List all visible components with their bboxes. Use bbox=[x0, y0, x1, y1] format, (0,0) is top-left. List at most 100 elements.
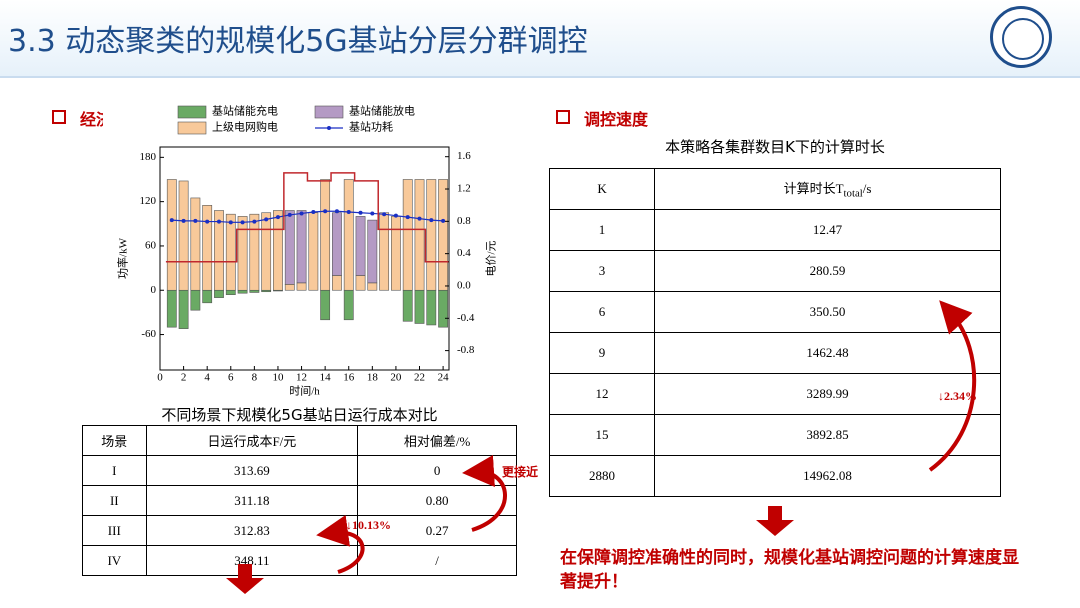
table-cell: 2880 bbox=[548, 455, 656, 497]
bar bbox=[355, 216, 366, 276]
table-row: 12 3289.99 bbox=[548, 373, 1001, 415]
table-cell: 313.69 bbox=[145, 455, 359, 486]
line-marker bbox=[240, 220, 245, 225]
line-marker bbox=[405, 215, 410, 220]
bar bbox=[402, 289, 413, 322]
bar bbox=[367, 282, 378, 291]
table-cell: / bbox=[357, 545, 517, 576]
table-cell: IV bbox=[82, 545, 147, 576]
x-tick-label: 0 bbox=[157, 372, 163, 384]
table-row: 1 12.47 bbox=[548, 209, 1001, 251]
line-marker bbox=[287, 212, 292, 217]
x-tick-label: 10 bbox=[272, 372, 284, 384]
line-marker bbox=[334, 209, 339, 214]
legend-marker bbox=[327, 126, 331, 130]
table-cell: 350.50 bbox=[654, 291, 1001, 333]
line-marker bbox=[216, 219, 221, 224]
table-row: K 计算时长Ttotal/s bbox=[548, 168, 1001, 210]
y-tick-label: 60 bbox=[145, 239, 157, 251]
table-cell: 3 bbox=[548, 250, 656, 292]
bar bbox=[343, 289, 354, 321]
x-tick-label: 4 bbox=[204, 372, 210, 384]
y2-tick-label: -0.8 bbox=[457, 344, 475, 356]
line-marker bbox=[417, 216, 422, 221]
bar bbox=[402, 179, 413, 291]
y-tick-label: 0 bbox=[151, 284, 157, 296]
table-row: IV 348.11/ bbox=[82, 545, 517, 576]
table-cell: 348.11 bbox=[145, 545, 359, 576]
table-cell: I bbox=[82, 455, 147, 486]
legend-label: 上级电网购电 bbox=[212, 120, 278, 134]
y-tick-label: 180 bbox=[140, 151, 157, 163]
table-cell: 0.27 bbox=[357, 515, 517, 546]
bar bbox=[190, 289, 201, 311]
table-cell: 15 bbox=[548, 414, 656, 456]
line-marker bbox=[193, 218, 198, 223]
logo bbox=[990, 6, 1052, 68]
y2-tick-label: -0.4 bbox=[457, 312, 475, 324]
bar bbox=[284, 284, 295, 291]
bar bbox=[379, 212, 390, 291]
table-cell: 日运行成本F/元 bbox=[145, 425, 359, 456]
y2-tick-label: 1.6 bbox=[457, 150, 471, 162]
legend-swatch bbox=[177, 121, 207, 135]
bar bbox=[438, 179, 449, 291]
y2-tick-label: 0.0 bbox=[457, 280, 471, 292]
cost-table: 场景 日运行成本F/元 相对偏差/% I 313.69 0 II 311.18 0.80 III 3… bbox=[82, 425, 517, 576]
bar bbox=[296, 282, 307, 291]
table-caption: 不同场景下规模化5G基站日运行成本对比 bbox=[161, 406, 438, 424]
plot-frame bbox=[159, 146, 450, 371]
bar bbox=[414, 289, 425, 324]
bar bbox=[225, 289, 236, 295]
table-cell: 12 bbox=[548, 373, 656, 415]
cell-text: total bbox=[843, 187, 863, 200]
annotation: 更接近 bbox=[502, 465, 539, 479]
bar bbox=[332, 275, 342, 291]
bar bbox=[355, 275, 366, 291]
annotation: ↓10.13% bbox=[346, 518, 391, 532]
table-row: 3 280.59 bbox=[548, 250, 1001, 292]
table-row: 场景 日运行成本F/元 相对偏差/% bbox=[82, 425, 517, 456]
bar bbox=[367, 219, 378, 284]
bar bbox=[178, 289, 189, 329]
x-tick-label: 6 bbox=[228, 372, 234, 384]
x-axis-label: 时间/h bbox=[289, 385, 320, 398]
table-row: 9 1462.48 bbox=[548, 332, 1001, 374]
x-tick-label: 8 bbox=[252, 372, 258, 384]
table-cell: 计算时长Ttotal/s bbox=[654, 168, 1001, 210]
line-marker bbox=[429, 218, 434, 223]
table-cell: 14962.08 bbox=[654, 455, 1001, 497]
x-tick-label: 12 bbox=[296, 372, 307, 384]
bar bbox=[237, 289, 248, 294]
table-cell: 312.83 bbox=[145, 515, 359, 546]
legend-label: 基站储能放电 bbox=[349, 104, 415, 118]
x-tick-label: 22 bbox=[414, 372, 425, 384]
table-row: 2880 14962.08 bbox=[548, 455, 1001, 497]
section-text: 调控速度 bbox=[584, 110, 649, 129]
bar bbox=[225, 213, 236, 291]
y-tick-label: -60 bbox=[141, 328, 156, 340]
x-tick-label: 2 bbox=[181, 372, 187, 384]
line-marker bbox=[205, 219, 210, 224]
bar bbox=[320, 289, 331, 321]
x-tick-label: 24 bbox=[438, 372, 450, 384]
y-tick-label: 120 bbox=[140, 195, 157, 207]
table-cell: 3892.85 bbox=[654, 414, 1001, 456]
x-tick-label: 14 bbox=[320, 372, 332, 384]
line-marker bbox=[299, 211, 304, 216]
line-marker bbox=[370, 211, 375, 216]
table-cell: 相对偏差/% bbox=[357, 425, 517, 456]
line-marker bbox=[382, 212, 387, 217]
table-row: 6 350.50 bbox=[548, 291, 1001, 333]
table-cell: 280.59 bbox=[654, 250, 1001, 292]
cell-text: 计算时长T bbox=[783, 181, 844, 197]
legend-label: 基站储能充电 bbox=[212, 104, 278, 118]
table-row: 15 3892.85 bbox=[548, 414, 1001, 456]
table-cell: K bbox=[548, 168, 656, 210]
table-cell: 311.18 bbox=[145, 485, 359, 516]
line-marker bbox=[275, 215, 280, 220]
table-cell: 1462.48 bbox=[654, 332, 1001, 374]
bar bbox=[214, 289, 224, 298]
bar bbox=[320, 179, 331, 291]
